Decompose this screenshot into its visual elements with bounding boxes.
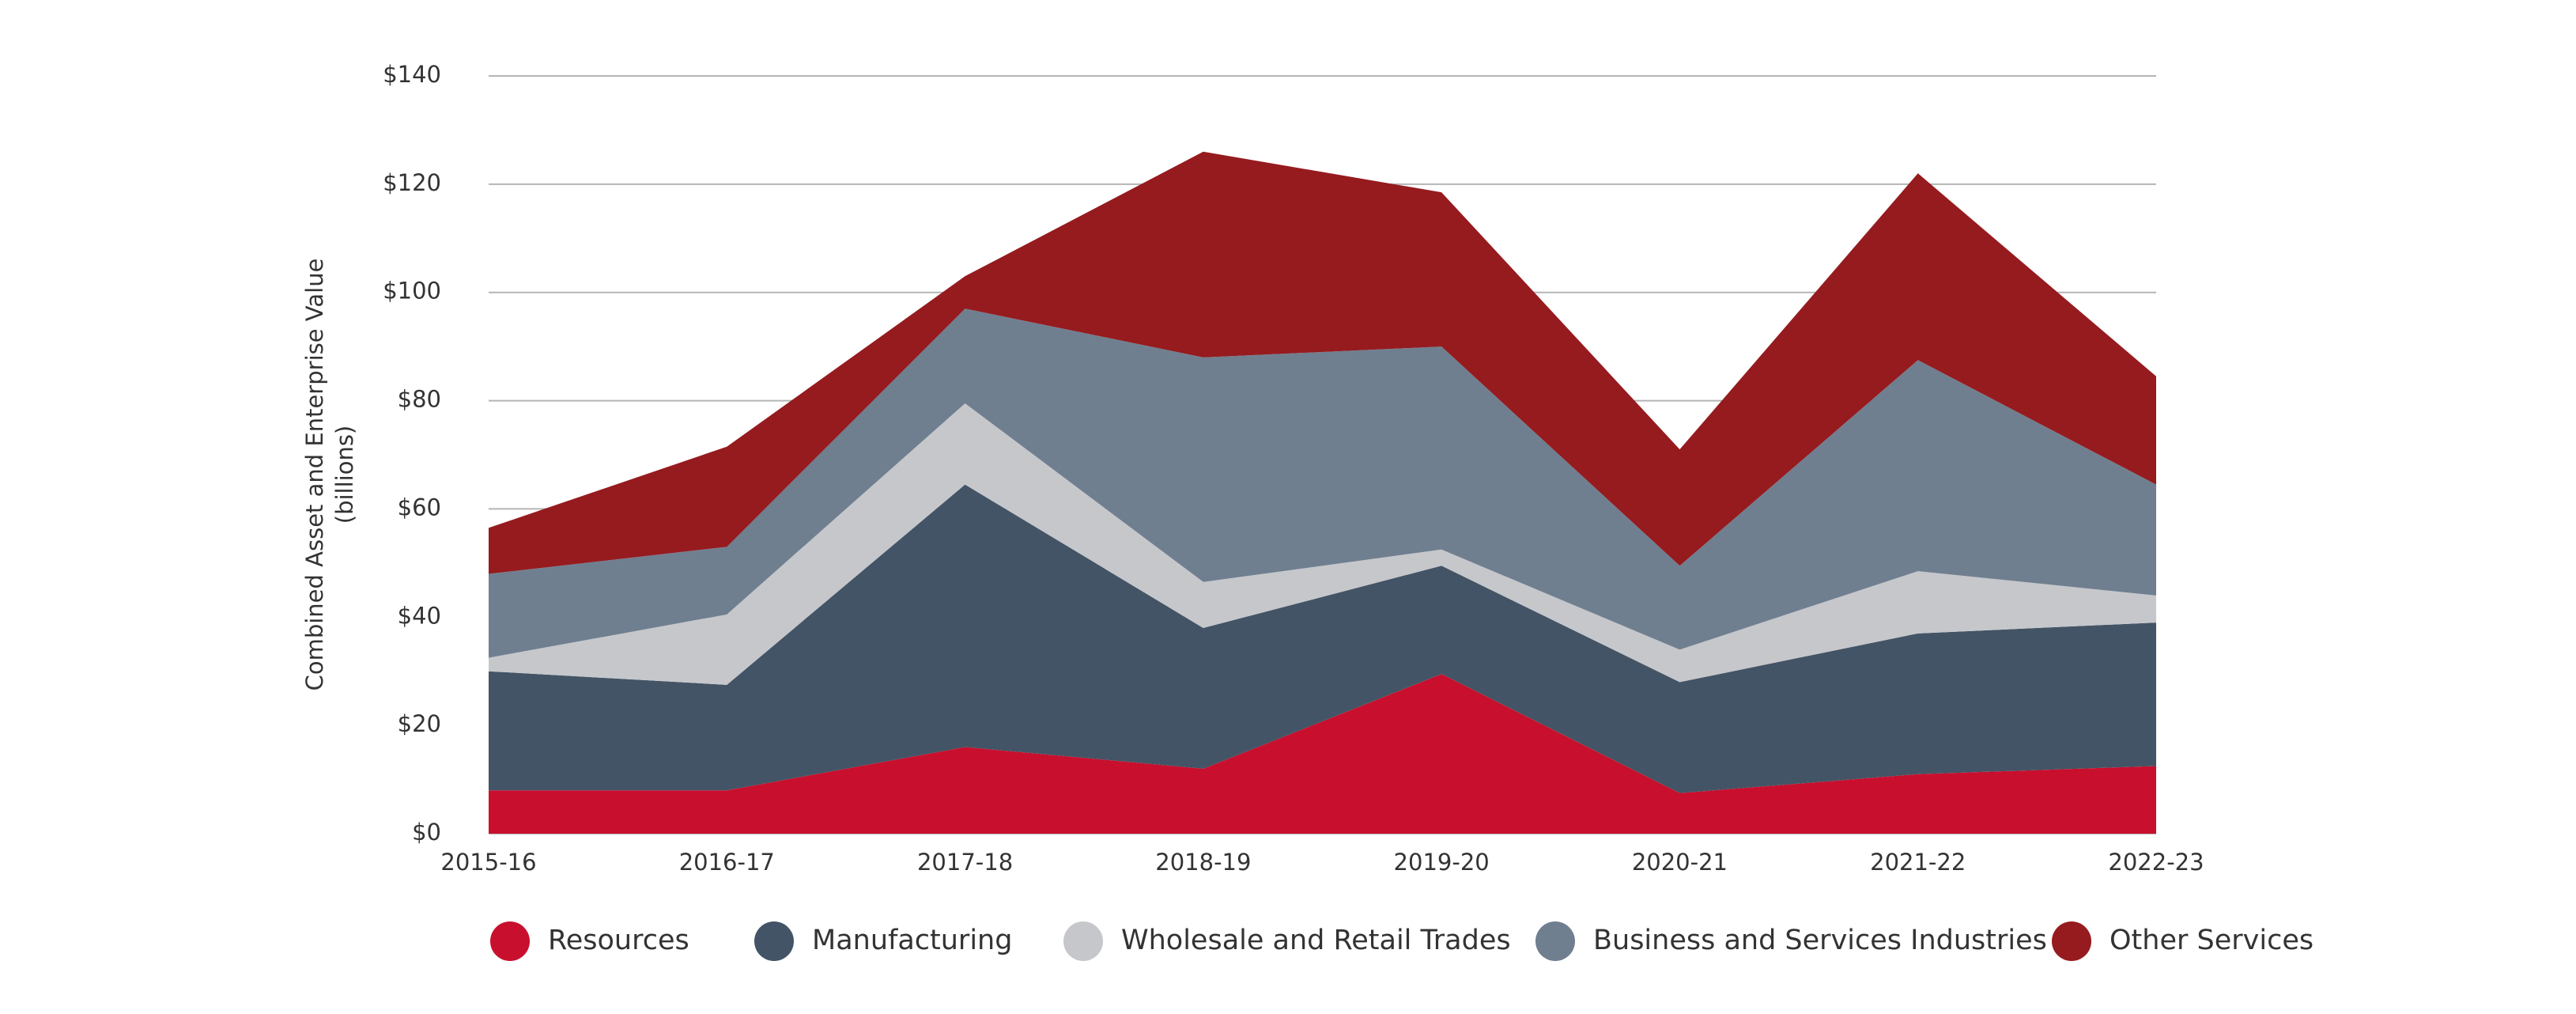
y-tick-label: $140 <box>383 61 441 88</box>
y-tick-label: $120 <box>383 169 441 196</box>
x-tick-label: 2019-20 <box>1394 849 1490 876</box>
area <box>489 403 2156 685</box>
x-tick-label: 2021-22 <box>1870 849 1966 876</box>
legend-label: Wholesale and Retail Trades <box>1121 925 1511 956</box>
legend-label: Business and Services Industries <box>1593 925 2047 956</box>
legend-label: Manufacturing <box>812 925 1012 956</box>
x-tick-label: 2018-19 <box>1155 849 1251 876</box>
labels: $0 $20 $40 $60 $80 $100 $120 $140 2015-16 2016-17… <box>301 61 2313 961</box>
area <box>489 674 2156 834</box>
x-tick-label: 2015-16 <box>440 849 536 876</box>
x-tick-label: 2017-18 <box>917 849 1013 876</box>
area <box>489 151 2156 574</box>
y-tick-label: $0 <box>412 819 441 846</box>
y-tick-label: $80 <box>398 386 441 413</box>
y-tick-label: $20 <box>398 710 441 737</box>
legend-label: Other Services <box>2110 925 2313 956</box>
x-tick-label: 2022-23 <box>2108 849 2204 876</box>
x-tick-label: 2016-17 <box>679 849 775 876</box>
y-tick-label: $100 <box>383 278 441 305</box>
area <box>489 308 2156 658</box>
y-tick-label: $40 <box>398 602 441 629</box>
areas <box>489 151 2156 834</box>
x-tick-label: 2020-21 <box>1632 849 1728 876</box>
legend-swatch <box>754 921 794 961</box>
y-tick-label: $60 <box>398 494 441 520</box>
legend-swatch <box>1063 921 1103 961</box>
legend-swatch <box>1535 921 1575 961</box>
legend-label: Resources <box>548 925 689 956</box>
y-axis-label: Combined Asset and Enterprise Value (bill… <box>301 259 358 691</box>
area <box>489 484 2156 793</box>
legend-swatch <box>2052 921 2091 961</box>
legend-swatch <box>490 921 530 961</box>
